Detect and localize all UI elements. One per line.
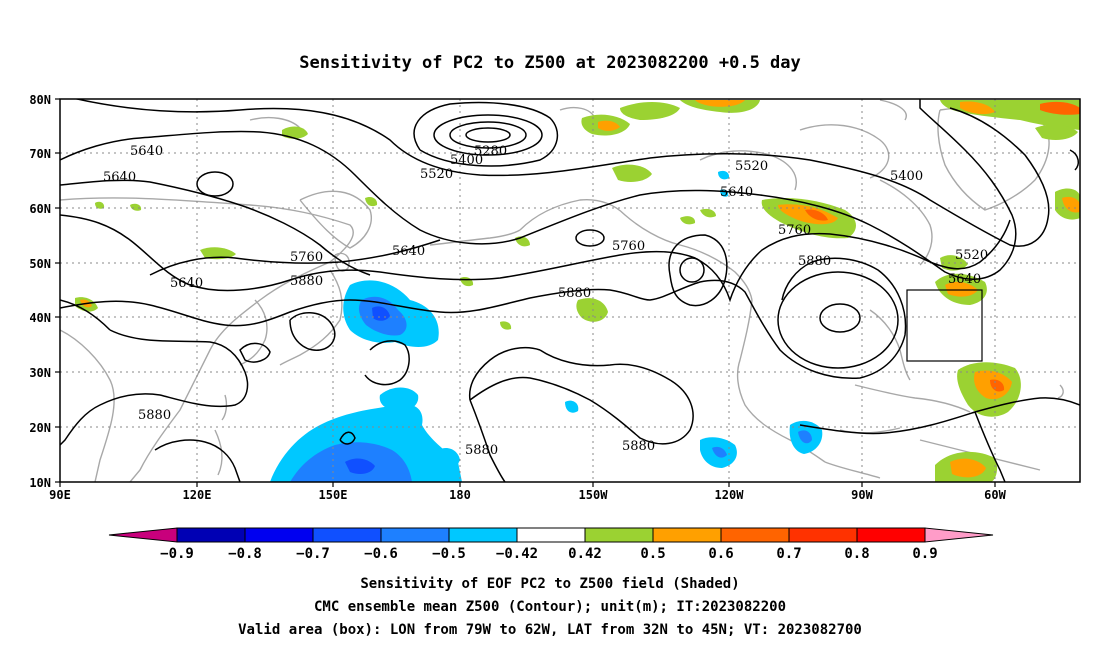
- colorbar-label: 0.7: [776, 546, 801, 562]
- contour-label: 5400: [890, 169, 923, 184]
- contour-label: 5880: [465, 443, 498, 458]
- colorbar-segment: [788, 527, 858, 543]
- lat-label: 20N: [29, 421, 51, 435]
- colorbar-label: −0.7: [296, 546, 330, 562]
- colorbar-segment: [244, 527, 314, 543]
- negative-sensitivity: [270, 170, 823, 482]
- longitude-labels: 90E 120E 150E 180 150W 120W 90W 60W: [49, 488, 1006, 502]
- z500-contours: [60, 99, 1080, 482]
- contour-label: 5640: [130, 144, 163, 159]
- lon-label: 120W: [715, 488, 745, 502]
- lon-label: 60W: [984, 488, 1006, 502]
- colorbar-segment: [380, 527, 450, 543]
- colorbar-label: 0.42: [568, 546, 602, 562]
- colorbar-label: 0.9: [912, 546, 937, 562]
- lat-label: 10N: [29, 476, 51, 490]
- latitude-labels: 80N 70N 60N 50N 40N 30N 20N 10N: [29, 93, 51, 490]
- map-area: 5280 5400 5400 5520 5520 5520 5640 5640 …: [60, 99, 1080, 482]
- contour-label: 5760: [612, 239, 645, 254]
- contour-label: 5880: [290, 274, 323, 289]
- lat-label: 60N: [29, 202, 51, 216]
- colorbar-label: 0.5: [640, 546, 665, 562]
- contour-label: 5520: [735, 159, 768, 174]
- colorbar-labels: −0.9 −0.8 −0.7 −0.6 −0.5 −0.42 0.42 0.5 0.6 0.7 0.…: [160, 546, 938, 562]
- lat-label: 50N: [29, 257, 51, 271]
- grid-lines: [60, 99, 1080, 482]
- contour-label: 5640: [392, 244, 425, 259]
- lon-label: 90W: [851, 488, 873, 502]
- contour-label: 5880: [138, 408, 171, 423]
- valid-area-box: [906, 289, 983, 362]
- colorbar-segment: [584, 527, 654, 543]
- colorbar-segment: [856, 527, 926, 543]
- lon-label: 120E: [183, 488, 212, 502]
- contour-label: 5400: [450, 153, 483, 168]
- lat-label: 80N: [29, 93, 51, 107]
- colorbar-arrow-high: [924, 527, 994, 543]
- caption-line-1: Sensitivity of EOF PC2 to Z500 field (Sh…: [360, 576, 739, 592]
- contour-label: 5880: [798, 254, 831, 269]
- lat-label: 30N: [29, 366, 51, 380]
- colorbar-arrow-low: [108, 527, 178, 543]
- tick-marks: [55, 98, 996, 487]
- contour-label: 5760: [778, 223, 811, 238]
- colorbar-segment: [516, 527, 586, 543]
- colorbar: [108, 527, 994, 543]
- lon-label: 180: [449, 488, 471, 502]
- contour-label: 5880: [622, 439, 655, 454]
- colorbar-segment: [176, 527, 246, 543]
- caption-line-3: Valid area (box): LON from 79W to 62W, L…: [238, 622, 862, 638]
- lat-label: 70N: [29, 147, 51, 161]
- contour-label: 5520: [955, 248, 988, 263]
- contour-label: 5520: [420, 167, 453, 182]
- colorbar-label: −0.9: [160, 546, 194, 562]
- caption: Sensitivity of EOF PC2 to Z500 field (Sh…: [238, 576, 862, 638]
- colorbar-segment: [312, 527, 382, 543]
- lat-label: 40N: [29, 311, 51, 325]
- positive-sensitivity: [75, 100, 1080, 482]
- lon-label: 150E: [319, 488, 348, 502]
- contour-label: 5640: [720, 185, 753, 200]
- contour-labels: 5280 5400 5400 5520 5520 5520 5640 5640 …: [103, 144, 988, 458]
- caption-line-2: CMC ensemble mean Z500 (Contour); unit(m…: [314, 599, 786, 615]
- colorbar-label: −0.42: [496, 546, 538, 562]
- colorbar-segment: [720, 527, 790, 543]
- contour-label: 5640: [103, 170, 136, 185]
- contour-label: 5880: [558, 286, 591, 301]
- colorbar-label: −0.8: [228, 546, 262, 562]
- colorbar-segment: [448, 527, 518, 543]
- contour-label: 5640: [948, 272, 981, 287]
- colorbar-label: 0.6: [708, 546, 733, 562]
- lon-label: 150W: [579, 488, 609, 502]
- colorbar-label: 0.8: [844, 546, 869, 562]
- contour-label: 5280: [474, 144, 507, 159]
- colorbar-segment: [652, 527, 722, 543]
- map-title: Sensitivity of PC2 to Z500 at 2023082200…: [299, 53, 801, 73]
- colorbar-label: −0.6: [364, 546, 398, 562]
- map-frame: [59, 98, 1081, 483]
- lon-label: 90E: [49, 488, 71, 502]
- colorbar-label: −0.5: [432, 546, 466, 562]
- contour-label: 5640: [170, 276, 203, 291]
- shaded-areas: [75, 100, 1080, 482]
- contour-label: 5760: [290, 250, 323, 265]
